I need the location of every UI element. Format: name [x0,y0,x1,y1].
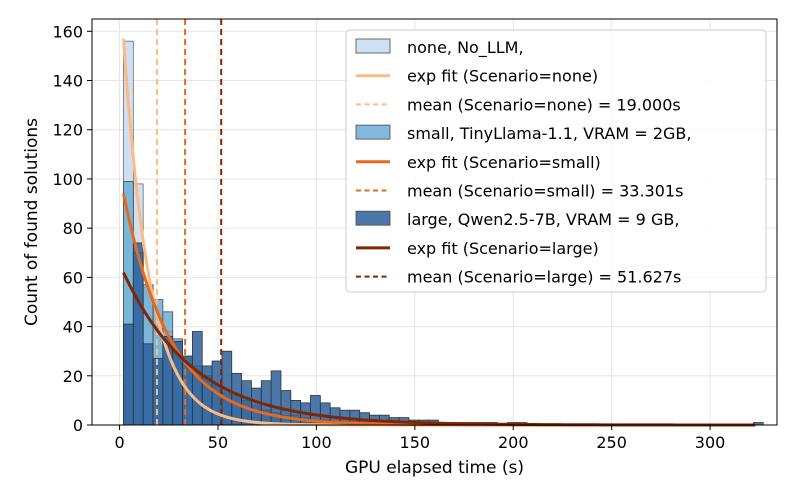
bar-large [251,387,262,426]
legend: none, No_LLM,exp fit (Scenario=none) mean… [345,29,767,293]
legend-swatch [355,210,391,226]
legend-item: none, No_LLM, [355,38,524,58]
y-tick-label: 140 [52,72,83,91]
x-tick-label: 250 [596,433,627,452]
x-axis: 0 50 100 150 200 250 300 [114,425,725,452]
legend-item: exp fit (Scenario=none) [356,67,598,86]
legend-label: exp fit (Scenario=none) [407,67,598,86]
legend-label: mean (Scenario=none) = 19.000s [407,95,681,114]
legend-item: exp fit (Scenario=large) [356,239,599,258]
y-tick-label: 100 [52,170,83,189]
legend-box [345,29,767,293]
y-tick-label: 160 [52,22,83,41]
mean-lines [155,19,223,425]
legend-item: mean (Scenario=small) = 33.301s [356,182,683,201]
legend-item: mean (Scenario=none) = 19.000s [356,95,681,114]
y-tick-label: 40 [63,318,83,337]
x-tick-label: 150 [400,433,431,452]
legend-label: mean (Scenario=small) = 33.301s [407,182,683,201]
legend-label: small, TinyLlama-1.1, VRAM = 2GB, [407,124,691,143]
legend-item: mean (Scenario=large) = 51.627s [356,268,681,287]
legend-swatch [355,38,391,54]
x-tick-label: 300 [695,433,726,452]
legend-label: none, No_LLM, [407,38,524,58]
legend-swatch [355,124,391,140]
y-tick-label: 0 [73,416,83,435]
legend-item: small, TinyLlama-1.1, VRAM = 2GB, [355,124,691,143]
legend-item: exp fit (Scenario=small) [356,153,601,172]
legend-item: large, Qwen2.5-7B, VRAM = 9 GB, [355,210,679,229]
bar-large [241,380,252,426]
y-axis: 0 20 40 60 80 100 120 140 160 [52,22,92,435]
y-tick-label: 60 [63,268,83,287]
x-axis-label: GPU elapsed time (s) [345,458,524,478]
legend-label: exp fit (Scenario=large) [407,239,599,258]
y-axis-label: Count of found solutions [22,118,42,326]
y-tick-label: 20 [63,367,83,386]
y-tick-label: 80 [63,219,83,238]
x-tick-label: 100 [301,433,332,452]
y-tick-label: 120 [52,121,83,140]
legend-label: exp fit (Scenario=small) [407,153,601,172]
x-tick-label: 0 [114,433,124,452]
x-tick-label: 50 [208,433,228,452]
bar-large [142,343,154,426]
x-tick-label: 200 [498,433,529,452]
legend-label: mean (Scenario=large) = 51.627s [407,268,681,287]
legend-label: large, Qwen2.5-7B, VRAM = 9 GB, [407,210,679,229]
plot-frame [91,18,778,426]
bar-large [123,323,134,426]
